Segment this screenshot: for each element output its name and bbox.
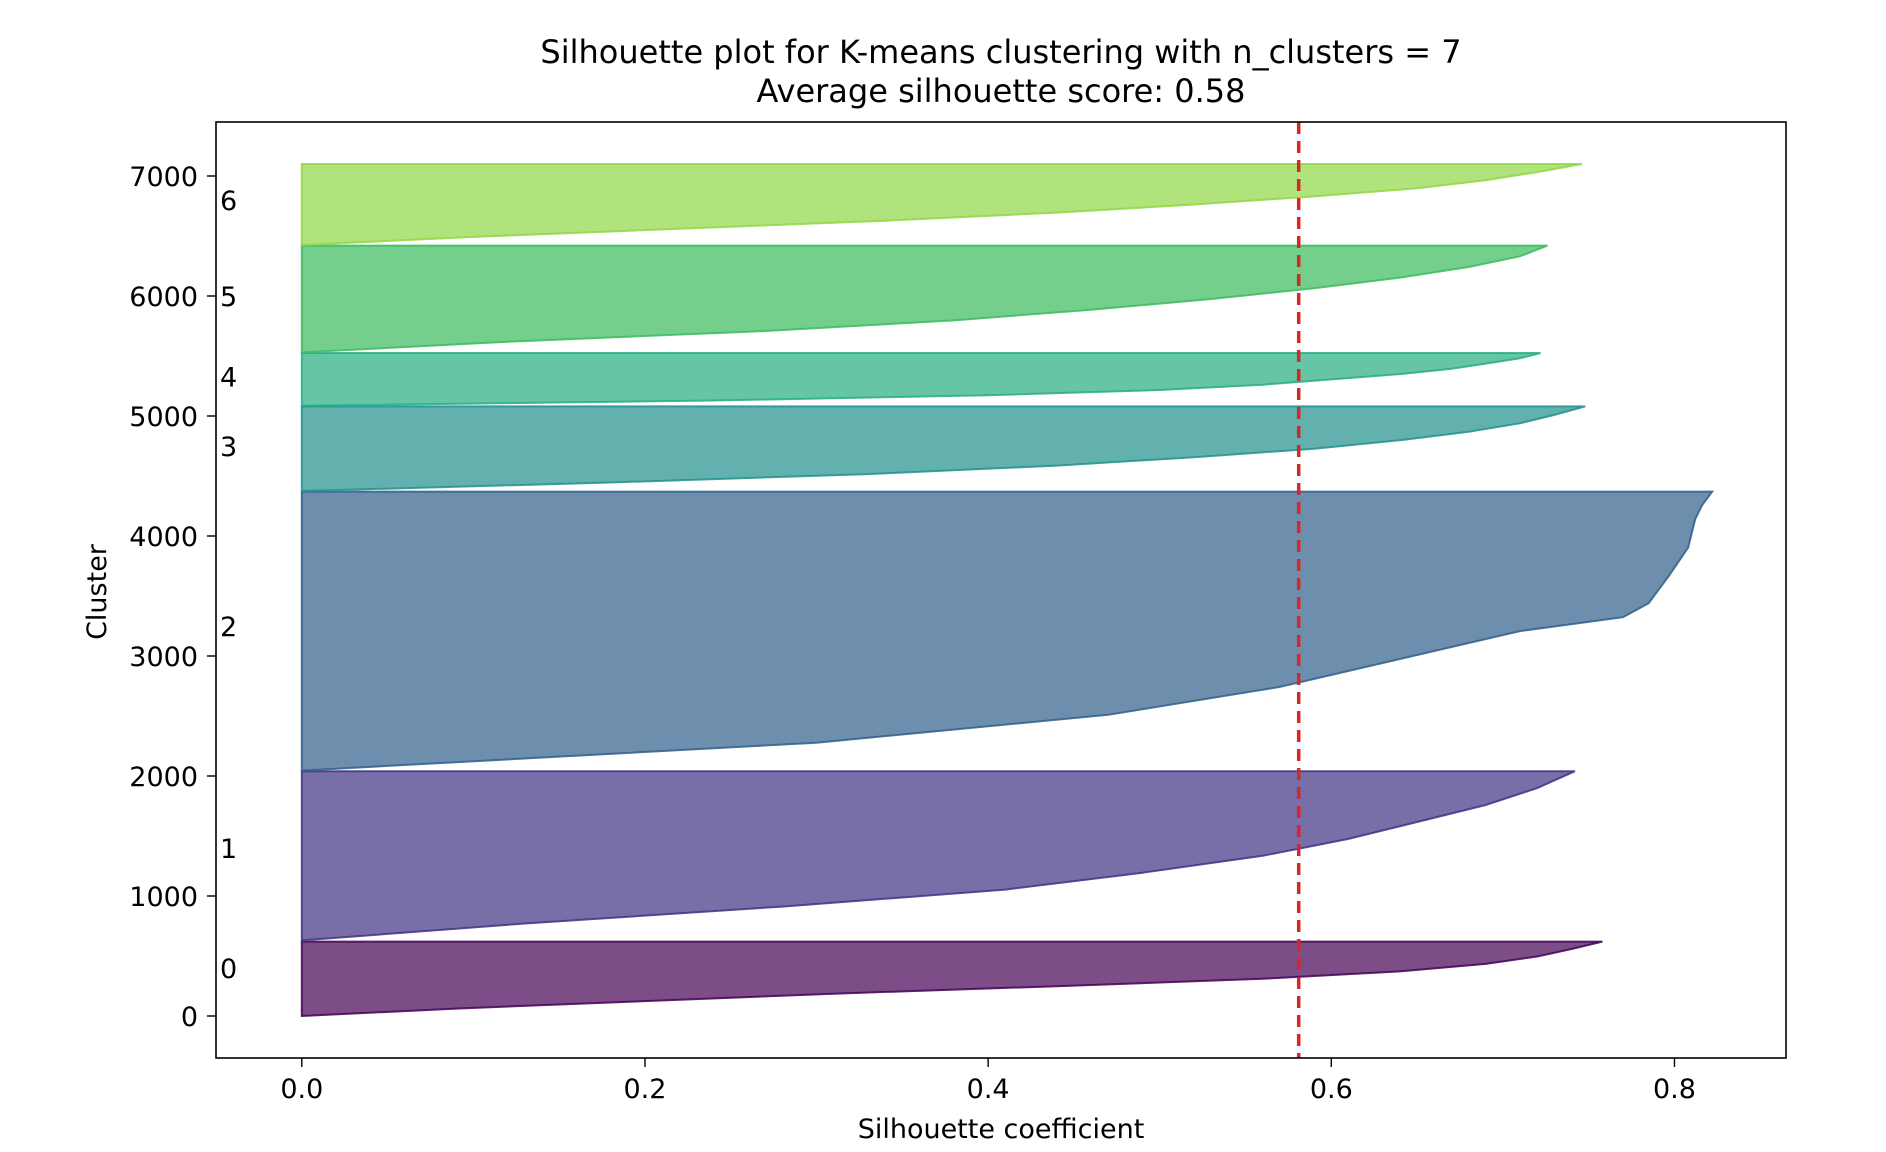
y-tick-label: 3000 — [129, 642, 198, 673]
silhouette-cluster-2 — [300, 490, 1715, 772]
cluster-label-0: 0 — [220, 954, 237, 985]
cluster-label-5: 5 — [220, 282, 237, 313]
silhouette-cluster-1 — [300, 770, 1576, 942]
y-tick-label: 5000 — [129, 402, 198, 433]
plot-area: 0 1 2 3 4 5 6 0.0 0.2 0.4 0.6 0.8 0 1000 2000 3000 4000 5… — [129, 121, 1787, 1105]
plot-frame — [215, 121, 1787, 1059]
x-tick-label: 0.2 — [623, 1074, 666, 1105]
silhouette-cluster-6 — [300, 163, 1582, 247]
silhouette-cluster-4 — [300, 352, 1541, 407]
chart-title: Silhouette plot for K-means clustering w… — [540, 33, 1461, 71]
chart-subtitle: Average silhouette score: 0.58 — [757, 72, 1246, 110]
silhouette-fills — [300, 163, 1715, 1018]
x-tick-label: 0.4 — [967, 1074, 1010, 1105]
cluster-label-2: 2 — [220, 612, 237, 643]
cluster-label-6: 6 — [220, 186, 237, 217]
cluster-label-4: 4 — [220, 362, 237, 393]
y-tick-label: 4000 — [129, 522, 198, 553]
x-tick-label: 0.8 — [1653, 1074, 1696, 1105]
x-axis-label: Silhouette coefficient — [858, 1114, 1145, 1145]
x-tick-label: 0.6 — [1310, 1074, 1353, 1105]
cluster-label-1: 1 — [220, 834, 237, 865]
silhouette-cluster-0 — [300, 940, 1603, 1018]
y-tick-label: 1000 — [129, 882, 198, 913]
y-tick-label: 2000 — [129, 762, 198, 793]
silhouette-cluster-5 — [300, 244, 1548, 354]
y-tick-label: 0 — [181, 1002, 198, 1033]
cluster-label-3: 3 — [220, 432, 237, 463]
silhouette-cluster-3 — [300, 405, 1586, 493]
y-tick-label: 7000 — [129, 162, 198, 193]
y-tick-label: 6000 — [129, 282, 198, 313]
y-axis-label: Cluster — [82, 543, 113, 640]
x-tick-label: 0.0 — [280, 1074, 323, 1105]
